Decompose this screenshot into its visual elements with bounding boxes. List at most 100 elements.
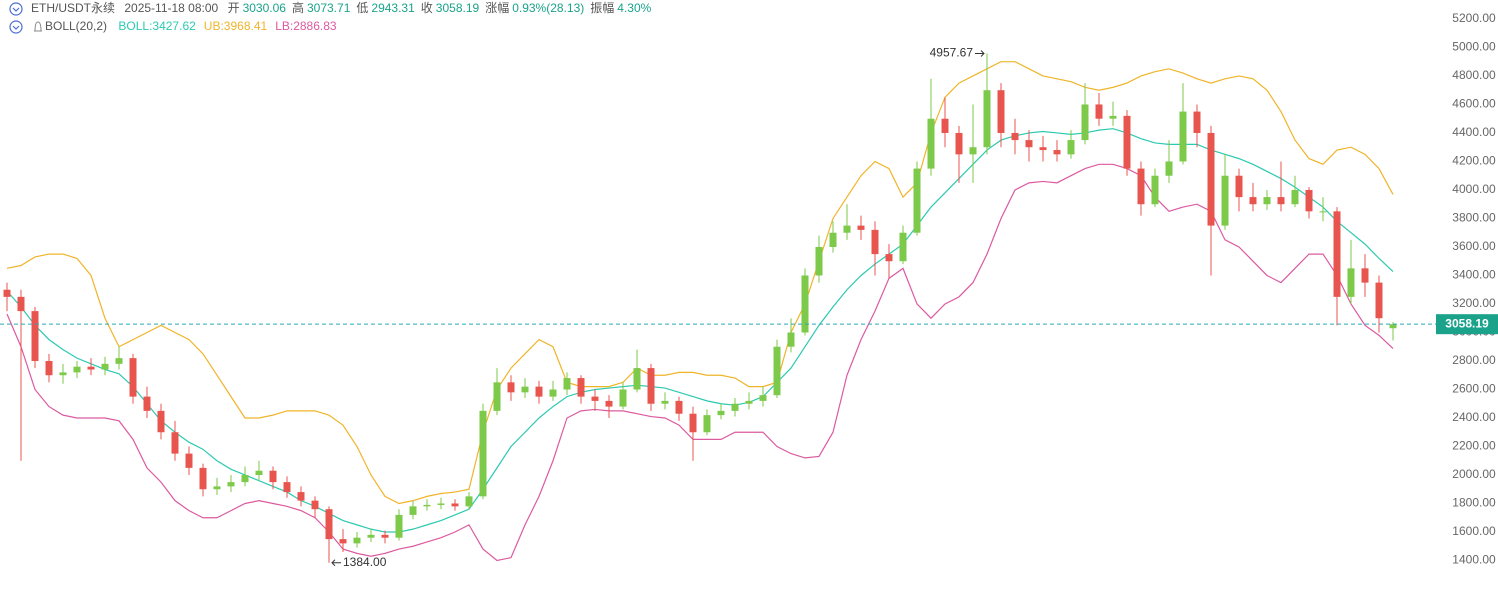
candle-body [955,132,963,155]
info-label: 振幅 [590,0,614,15]
chevron [12,7,20,12]
candle-body [1039,147,1047,151]
max-arrow [975,50,985,57]
candle-body [1067,140,1075,155]
candle-body [325,509,333,540]
candle-body [913,168,921,233]
candle-body [1277,197,1285,205]
candle-body [927,118,935,169]
info-value: 3030.06 [243,1,287,15]
candle-body [661,400,669,404]
candle-body [1011,132,1019,141]
bollinger [6,61,1394,562]
candle-body [87,366,95,370]
y-tick-label: 3400.00 [1452,268,1496,282]
min-label: 1384.00 [343,555,387,569]
y-tick-label: 4000.00 [1452,182,1496,196]
candle-body [829,232,837,247]
candle-body [885,254,893,262]
candle-body [521,386,529,393]
candle-body [1137,168,1145,205]
candle-body [1375,282,1383,319]
candle-body [871,229,879,255]
candle-body [787,332,795,347]
candle-body [1109,115,1117,119]
candle-body [1207,132,1215,226]
header: ETH/USDT永续 2025-11-18 08:00 开 3030.06 高 307… [9,0,652,34]
candle-body [479,410,487,497]
info-value: 0.93%(28.13) [512,1,584,15]
candle-body [843,225,851,233]
info-label: 开 [228,1,240,15]
y-tick-label: 2800.00 [1452,353,1496,367]
info-label: 高 [292,0,304,15]
candle-body [1319,211,1327,213]
candle-body [199,467,207,490]
candle-body [227,482,235,487]
y-tick-label: 3800.00 [1452,211,1496,225]
candle-body [619,389,627,407]
candle-body [1249,197,1257,205]
symbol: ETH/USDT永续 [31,1,115,15]
candle-body [549,389,557,397]
candle-body [941,118,949,133]
y-tick-label: 2400.00 [1452,410,1496,424]
legend-entry: BOLL:3427.62 [118,19,196,33]
band-line [6,163,1394,562]
candle-body [311,500,319,510]
candle-body [17,296,25,312]
candle-body [983,90,991,148]
y-tick-label: 1600.00 [1452,524,1496,538]
candle-body [1333,211,1341,297]
candle-body [381,534,389,538]
y-tick-label: 2600.00 [1452,382,1496,396]
collapse-icon[interactable] [9,20,23,34]
candle-body [1291,189,1299,205]
info-label: 低 [356,1,368,15]
candle-body [269,470,277,483]
candle-body [507,382,515,393]
candle-body [1025,140,1033,148]
y-tick-label: 3600.00 [1452,239,1496,253]
candle-body [745,400,753,404]
candle-body [717,410,725,416]
y-tick-label: 4200.00 [1452,154,1496,168]
candle-body [493,382,501,411]
candle-body [1151,175,1159,205]
candle-body [689,413,697,433]
y-tick-label: 4800.00 [1452,68,1496,82]
candle-body [437,503,445,505]
candle-body [255,470,263,475]
candle-body [241,474,249,483]
candle-body [31,311,39,361]
band-line [6,128,1394,533]
info-label: 收 [421,1,433,15]
min-arrow [331,559,341,567]
y-tick-label: 2200.00 [1452,439,1496,453]
candle-body [395,514,403,538]
candle-body [423,504,431,507]
y-tick-label: 3200.00 [1452,296,1496,310]
candle-body [1081,104,1089,141]
candle-body [409,506,417,515]
candle-body [1263,197,1271,205]
candle-body [143,396,151,411]
candle-body [185,453,193,468]
candle-body [1221,175,1229,226]
y-tick-label: 4600.00 [1452,97,1496,111]
info-value: 3073.71 [307,1,351,15]
collapse-icon[interactable] [9,2,23,16]
y-tick-label: 2000.00 [1452,467,1496,481]
chevron [12,25,20,30]
y-tick-label: 5000.00 [1452,40,1496,54]
bell-icon[interactable] [34,21,42,32]
candle-body [647,368,655,404]
candle-body [577,378,585,397]
candle-body [563,378,571,390]
indicator-name: BOLL(20,2) [45,19,107,33]
candle-body [605,400,613,407]
candle-body [353,537,361,544]
candle-body [633,368,641,390]
candle-body [857,225,865,230]
